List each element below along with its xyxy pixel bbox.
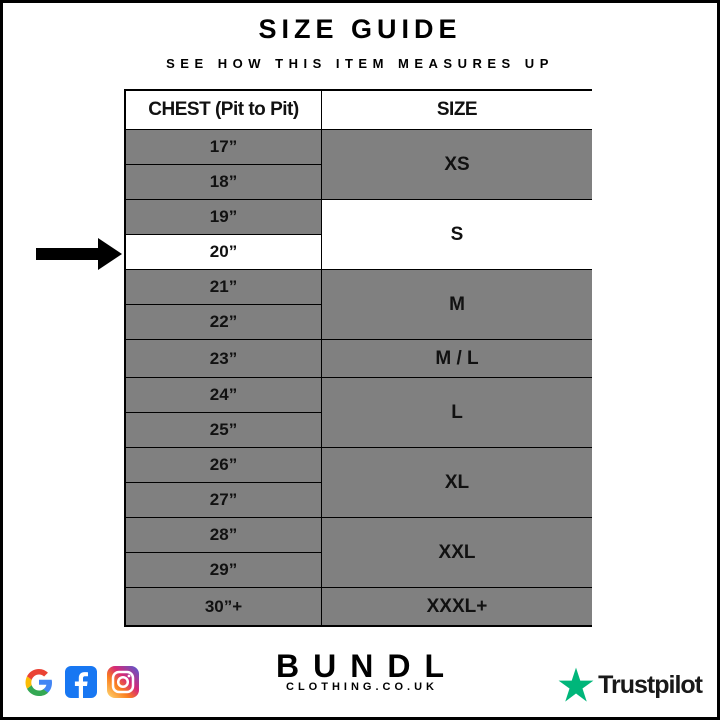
instagram-icon[interactable] bbox=[106, 665, 140, 699]
chest-cell: 27” bbox=[126, 483, 321, 517]
size-cell: L bbox=[322, 378, 592, 447]
size-cell: XXXL+ bbox=[322, 588, 592, 625]
chest-cell: 24” bbox=[126, 378, 321, 412]
chest-cell: 22” bbox=[126, 305, 321, 339]
brand-website: CLOTHING.CO.UK bbox=[286, 681, 438, 693]
size-cell: XXL bbox=[322, 518, 592, 587]
page-subtitle: SEE HOW THIS ITEM MEASURES UP bbox=[166, 56, 554, 71]
chest-cell: 29” bbox=[126, 553, 321, 587]
arrow-right-icon bbox=[36, 238, 122, 270]
brand-name: BUNDL bbox=[276, 648, 458, 684]
chest-cell: 17” bbox=[126, 130, 321, 164]
size-cell: XS bbox=[322, 130, 592, 199]
facebook-icon[interactable] bbox=[64, 665, 98, 699]
brand-logo: BUNDL CLOTHING.CO.UK bbox=[0, 648, 720, 693]
page-title: SIZE GUIDE bbox=[258, 14, 462, 44]
google-icon[interactable] bbox=[22, 665, 56, 699]
header-size: SIZE bbox=[322, 91, 592, 129]
chest-cell: 20” bbox=[126, 235, 321, 269]
trustpilot-logo[interactable]: Trustpilot bbox=[557, 666, 703, 704]
chest-cell: 23” bbox=[126, 340, 321, 377]
size-cell: M bbox=[322, 270, 592, 339]
size-cell: XL bbox=[322, 448, 592, 517]
chest-cell: 25” bbox=[126, 413, 321, 447]
chest-cell: 28” bbox=[126, 518, 321, 552]
chest-cell: 19” bbox=[126, 200, 321, 234]
star-icon bbox=[558, 667, 594, 702]
trustpilot-label: Trustpilot bbox=[598, 670, 703, 699]
chest-cell: 18” bbox=[126, 165, 321, 199]
header-chest: CHEST (Pit to Pit) bbox=[126, 91, 321, 129]
size-cell: S bbox=[322, 200, 592, 269]
social-icons bbox=[22, 665, 140, 699]
chest-cell: 30”+ bbox=[126, 588, 321, 625]
size-cell: M / L bbox=[322, 340, 592, 377]
chest-cell: 21” bbox=[126, 270, 321, 304]
size-table: CHEST (Pit to Pit) SIZE 17” 18” 19” 20” 21” 2… bbox=[124, 89, 592, 627]
chest-cell: 26” bbox=[126, 448, 321, 482]
